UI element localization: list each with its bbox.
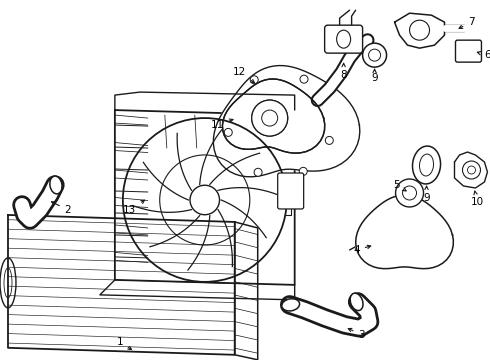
Circle shape — [467, 166, 475, 174]
Circle shape — [262, 110, 278, 126]
Circle shape — [252, 100, 288, 136]
Circle shape — [250, 76, 258, 84]
Circle shape — [224, 129, 232, 136]
Text: 7: 7 — [459, 17, 475, 28]
Text: 9: 9 — [371, 69, 378, 83]
Text: 12: 12 — [233, 67, 254, 83]
Circle shape — [300, 75, 308, 83]
Text: 11: 11 — [211, 119, 233, 130]
Text: 2: 2 — [51, 202, 71, 215]
Text: 9: 9 — [423, 186, 430, 203]
Circle shape — [410, 20, 430, 40]
Text: 1: 1 — [117, 337, 131, 350]
FancyBboxPatch shape — [278, 173, 304, 209]
Ellipse shape — [413, 146, 441, 184]
Circle shape — [463, 161, 481, 179]
Ellipse shape — [50, 176, 62, 194]
Circle shape — [299, 167, 307, 175]
FancyBboxPatch shape — [456, 40, 482, 62]
Circle shape — [190, 185, 220, 215]
Text: 8: 8 — [340, 63, 347, 80]
Circle shape — [363, 43, 387, 67]
Text: 3: 3 — [348, 328, 365, 340]
Circle shape — [252, 100, 288, 136]
Text: 4: 4 — [353, 245, 371, 255]
Text: 13: 13 — [123, 200, 145, 215]
Ellipse shape — [282, 299, 299, 311]
Ellipse shape — [337, 30, 351, 48]
Circle shape — [254, 168, 262, 176]
Polygon shape — [214, 66, 360, 177]
Circle shape — [403, 186, 416, 200]
Ellipse shape — [419, 154, 434, 176]
Circle shape — [325, 136, 333, 144]
Ellipse shape — [350, 293, 363, 311]
FancyBboxPatch shape — [325, 25, 363, 53]
Text: 10: 10 — [471, 191, 484, 207]
Circle shape — [262, 110, 278, 126]
Circle shape — [368, 49, 381, 61]
Circle shape — [395, 179, 423, 207]
Text: 5: 5 — [393, 180, 406, 191]
Text: 6: 6 — [477, 50, 490, 60]
Polygon shape — [356, 195, 453, 269]
